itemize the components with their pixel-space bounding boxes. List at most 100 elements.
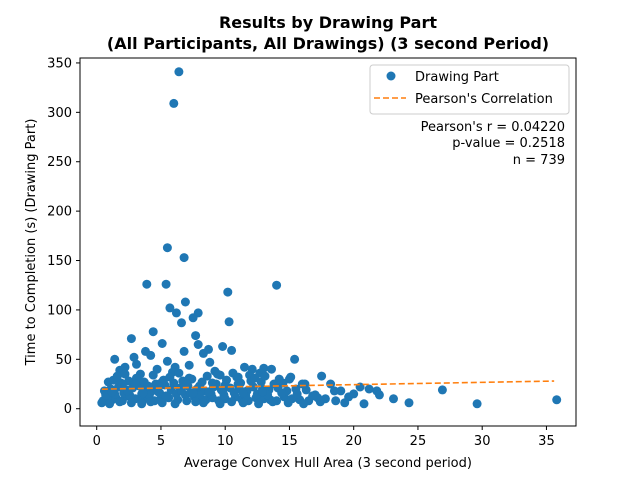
data-point [148, 327, 158, 337]
data-point [229, 388, 239, 398]
data-point [174, 368, 184, 378]
y-tick-label: 0 [64, 402, 72, 417]
data-point [198, 398, 208, 408]
data-point [437, 385, 447, 395]
legend-box [369, 64, 570, 115]
plot-frame [79, 57, 577, 427]
data-point [138, 388, 148, 398]
data-point [472, 399, 482, 409]
data-point [326, 379, 336, 389]
data-point [123, 386, 132, 396]
data-point [286, 372, 296, 382]
data-point [156, 378, 166, 388]
y-tick-label: 250 [47, 155, 72, 170]
data-points [97, 67, 562, 409]
y-tick-label: 200 [47, 205, 72, 220]
data-point [188, 388, 198, 398]
data-point [364, 384, 374, 394]
data-point [130, 379, 140, 389]
data-point [191, 397, 201, 407]
data-point [317, 371, 327, 381]
data-point [272, 280, 282, 290]
data-point [336, 386, 346, 396]
data-point [146, 350, 156, 360]
data-point [290, 354, 300, 364]
data-point [165, 303, 175, 313]
data-point [301, 385, 311, 395]
data-point [177, 386, 186, 396]
data-point [299, 399, 309, 409]
x-tick-label: 20 [345, 434, 362, 449]
data-point [207, 378, 217, 388]
x-tick-label: 5 [157, 434, 165, 449]
data-point [182, 379, 192, 389]
data-point [171, 308, 181, 318]
data-point [198, 348, 208, 358]
data-point [254, 399, 264, 409]
data-point [404, 398, 414, 408]
x-tick-label: 0 [93, 434, 101, 449]
chart-title-line1: Results by Drawing Part [219, 13, 437, 32]
data-point [169, 98, 179, 108]
data-point [260, 371, 270, 381]
data-point [179, 253, 189, 263]
data-point [218, 342, 228, 351]
data-point [315, 397, 325, 407]
data-point [179, 346, 189, 356]
data-point [267, 364, 276, 374]
data-point [389, 394, 398, 404]
data-point [227, 345, 237, 355]
data-point [105, 399, 115, 409]
x-tick-label: 30 [474, 434, 491, 449]
stat-pearson-r: Pearson's r = 0.04220 [421, 120, 565, 135]
data-point [268, 397, 278, 407]
data-point [153, 387, 163, 397]
data-point [283, 398, 293, 408]
y-tick-label: 350 [47, 56, 72, 71]
data-point [132, 359, 141, 369]
data-point [215, 399, 225, 409]
data-point [126, 334, 136, 344]
data-point [223, 287, 233, 297]
data-point [180, 297, 190, 307]
data-point [110, 354, 120, 364]
data-point [97, 398, 107, 408]
data-point [146, 397, 156, 407]
x-axis-label: Average Convex Hull Area (3 second perio… [184, 456, 472, 471]
legend-marker-drawing-part [386, 71, 396, 81]
data-point [202, 371, 212, 381]
y-tick-label: 100 [47, 303, 72, 318]
y-axis-label: Time to Completion (s) (Drawing Part) [24, 119, 39, 367]
data-point [129, 352, 139, 362]
data-point [157, 339, 167, 348]
data-point [308, 391, 318, 401]
data-point [238, 398, 248, 408]
data-point [195, 381, 204, 391]
data-point [120, 369, 130, 379]
data-point [162, 243, 172, 253]
x-tick-label: 35 [538, 434, 555, 449]
data-point [349, 389, 359, 399]
y-axis-ticks: 0 50 100 150 200 250 300 350 [47, 56, 80, 417]
data-point [174, 67, 184, 77]
data-point [218, 386, 228, 396]
data-point [232, 372, 242, 382]
data-point [552, 395, 562, 405]
data-point [374, 390, 384, 400]
data-point [191, 331, 201, 341]
legend-label-drawing-part: Drawing Part [415, 70, 499, 85]
data-point [359, 399, 369, 409]
legend-label-pearson: Pearson's Correlation [415, 92, 553, 107]
y-tick-label: 300 [47, 106, 72, 121]
data-point [258, 387, 267, 397]
y-tick-label: 150 [47, 254, 72, 269]
stat-n: n = 739 [513, 153, 565, 168]
data-point [184, 360, 194, 370]
data-point [170, 399, 180, 409]
data-point [193, 340, 203, 349]
data-point [115, 397, 125, 407]
data-point [162, 356, 172, 366]
y-tick-label: 50 [55, 353, 72, 368]
data-point [331, 396, 341, 406]
